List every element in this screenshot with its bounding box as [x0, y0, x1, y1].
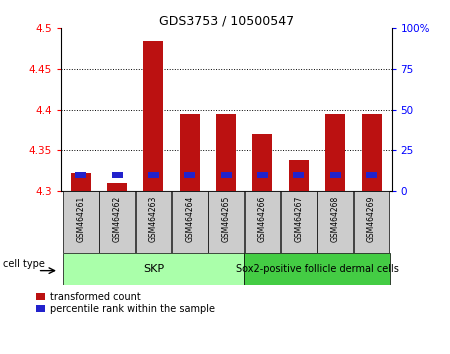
Text: GSM464269: GSM464269: [367, 195, 376, 242]
Bar: [281, 191, 317, 253]
Text: GSM464263: GSM464263: [149, 195, 158, 242]
Text: GSM464267: GSM464267: [294, 195, 303, 242]
Text: GSM464264: GSM464264: [185, 195, 194, 242]
Bar: [112, 172, 122, 178]
Bar: [144, 40, 163, 191]
Legend: transformed count, percentile rank within the sample: transformed count, percentile rank withi…: [36, 292, 215, 314]
Bar: [361, 114, 382, 191]
Text: GSM464262: GSM464262: [112, 195, 122, 242]
Text: SKP: SKP: [143, 264, 164, 274]
Text: GSM464266: GSM464266: [258, 195, 267, 242]
Bar: [208, 191, 244, 253]
Bar: [354, 191, 389, 253]
Bar: [63, 191, 99, 253]
Bar: [99, 191, 135, 253]
Text: cell type: cell type: [3, 259, 45, 269]
Bar: [75, 172, 86, 178]
Bar: [71, 173, 91, 191]
Title: GDS3753 / 10500547: GDS3753 / 10500547: [158, 14, 294, 27]
Text: Sox2-positive follicle dermal cells: Sox2-positive follicle dermal cells: [235, 264, 398, 274]
Bar: [325, 114, 345, 191]
Bar: [366, 172, 377, 178]
Bar: [317, 191, 353, 253]
Bar: [245, 191, 280, 253]
Bar: [289, 160, 309, 191]
Bar: [252, 134, 272, 191]
Bar: [330, 172, 341, 178]
Bar: [244, 253, 390, 285]
Bar: [172, 191, 207, 253]
Bar: [107, 183, 127, 191]
Text: GSM464268: GSM464268: [331, 195, 340, 242]
Text: GSM464265: GSM464265: [221, 195, 230, 242]
Bar: [216, 114, 236, 191]
Bar: [220, 172, 232, 178]
Bar: [135, 191, 171, 253]
Bar: [148, 172, 159, 178]
Bar: [293, 172, 304, 178]
Bar: [63, 253, 244, 285]
Text: GSM464261: GSM464261: [76, 195, 85, 242]
Bar: [184, 172, 195, 178]
Bar: [180, 114, 200, 191]
Bar: [257, 172, 268, 178]
